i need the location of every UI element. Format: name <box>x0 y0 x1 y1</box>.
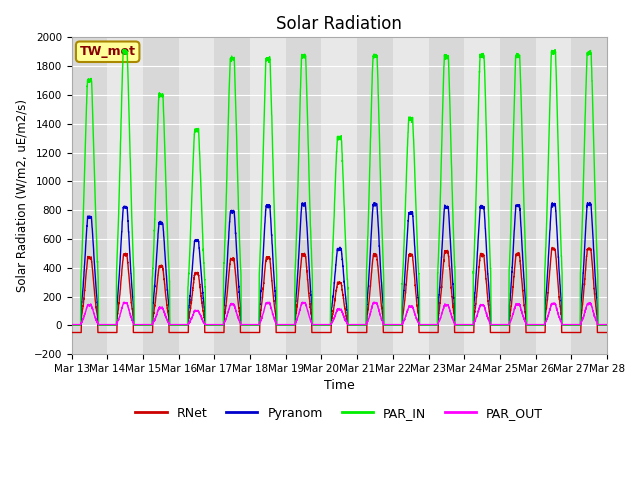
Pyranom <box>594 323 602 328</box>
Pyranom <box>603 323 611 328</box>
PAR_OUT <box>319 322 327 327</box>
PAR_OUT <box>164 318 172 324</box>
Pyranom <box>429 323 437 328</box>
Bar <box>464 37 500 354</box>
Bar <box>321 37 357 354</box>
PAR_OUT <box>603 322 611 327</box>
PAR_IN <box>603 323 611 328</box>
Pyranom <box>490 323 497 328</box>
X-axis label: Time: Time <box>324 379 355 392</box>
PAR_IN <box>164 244 172 250</box>
RNet <box>602 330 610 336</box>
PAR_IN <box>68 323 76 328</box>
PAR_OUT <box>460 322 467 327</box>
RNet <box>460 330 467 336</box>
Line: PAR_OUT: PAR_OUT <box>72 302 607 325</box>
Bar <box>393 37 429 354</box>
Line: RNet: RNet <box>72 248 607 333</box>
PAR_OUT <box>429 322 437 327</box>
PAR_IN <box>429 323 437 328</box>
Pyranom <box>68 323 76 328</box>
PAR_OUT <box>451 323 459 328</box>
PAR_OUT <box>371 300 378 305</box>
Bar <box>179 37 214 354</box>
Pyranom <box>586 200 593 205</box>
Bar <box>108 37 143 354</box>
Legend: RNet, Pyranom, PAR_IN, PAR_OUT: RNet, Pyranom, PAR_IN, PAR_OUT <box>131 402 548 424</box>
RNet <box>548 245 556 251</box>
PAR_IN <box>602 323 610 328</box>
Bar <box>250 37 286 354</box>
Pyranom <box>319 323 327 328</box>
Bar <box>536 37 572 354</box>
PAR_IN <box>120 47 127 52</box>
Line: PAR_IN: PAR_IN <box>72 49 607 325</box>
RNet <box>164 308 172 313</box>
Y-axis label: Solar Radiation (W/m2, uE/m2/s): Solar Radiation (W/m2, uE/m2/s) <box>15 99 28 292</box>
PAR_IN <box>460 323 467 328</box>
PAR_OUT <box>68 322 76 327</box>
Line: Pyranom: Pyranom <box>72 203 607 325</box>
Title: Solar Radiation: Solar Radiation <box>276 15 402 33</box>
PAR_IN <box>490 323 497 328</box>
Pyranom <box>164 292 172 298</box>
RNet <box>429 330 437 336</box>
RNet <box>319 330 327 336</box>
PAR_OUT <box>603 322 611 327</box>
PAR_IN <box>319 323 327 328</box>
RNet <box>490 330 497 336</box>
Pyranom <box>460 323 467 328</box>
RNet <box>603 330 611 336</box>
Pyranom <box>603 323 611 328</box>
Text: TW_met: TW_met <box>80 45 136 58</box>
RNet <box>68 330 76 336</box>
PAR_OUT <box>490 322 497 327</box>
